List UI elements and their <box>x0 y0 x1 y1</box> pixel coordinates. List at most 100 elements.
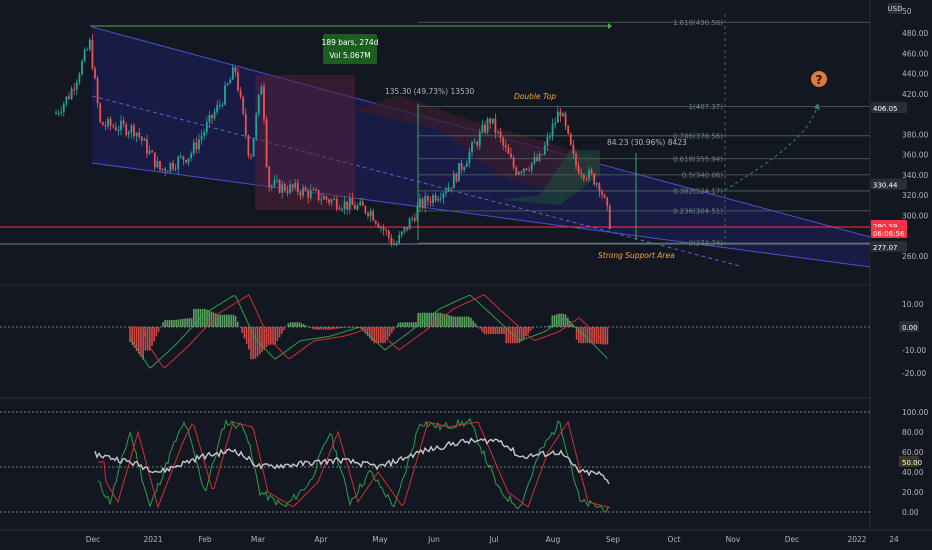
candle-body <box>278 180 281 193</box>
macd-histogram-bar <box>371 327 373 341</box>
candle-body <box>460 163 463 170</box>
macd-histogram-bar <box>329 327 331 330</box>
macd-histogram-bar <box>184 318 186 327</box>
macd-histogram-bar <box>204 308 206 327</box>
macd-tick-label-3: -20.00 <box>902 369 926 378</box>
macd-histogram-bar <box>206 309 208 327</box>
candle-body <box>247 135 250 156</box>
macd-histogram-bar <box>336 327 338 329</box>
macd-histogram-bar <box>406 322 408 327</box>
candle-body <box>416 206 419 221</box>
channel-lower-line[interactable] <box>91 162 871 268</box>
candle-body <box>122 120 125 125</box>
candle-body <box>302 187 304 196</box>
rsi-pane[interactable] <box>0 411 870 513</box>
candle-body <box>198 139 200 150</box>
price-candles <box>55 34 611 247</box>
price-badge-4: 277.07 <box>873 244 898 252</box>
macd-histogram-bar <box>516 327 518 344</box>
macd-histogram-bar <box>439 312 441 327</box>
question-mark-icon[interactable] <box>811 71 827 87</box>
candle-body <box>393 244 395 246</box>
bars-info-box[interactable] <box>323 34 377 64</box>
fib-level-label-0.618: 0.618(355.94) <box>673 155 723 163</box>
candle-body <box>179 156 182 158</box>
double-top-label: Double Top <box>514 92 556 101</box>
candle-body <box>359 201 362 206</box>
macd-histogram-bar <box>261 327 263 352</box>
candle-body <box>372 210 375 221</box>
candle-body <box>530 162 533 170</box>
macd-histogram-bar <box>342 327 345 328</box>
macd-histogram-bar <box>518 327 521 344</box>
macd-pane[interactable] <box>0 294 870 369</box>
macd-histogram-bar <box>362 327 364 332</box>
fib-retracement[interactable]: 1.618(490.58) 1(407.37) 0.786(378.56) 0.618… <box>418 14 870 248</box>
price-badge-0: 406.05 <box>873 105 898 113</box>
candle-body <box>452 173 455 189</box>
macd-histogram-bar <box>157 327 160 332</box>
stoch-k-line <box>97 417 611 513</box>
candle-body <box>107 118 109 127</box>
macd-histogram-bar <box>208 310 210 327</box>
fib-level-label-1: 1(407.37) <box>689 103 724 111</box>
macd-histogram-bar <box>263 327 265 350</box>
candle-body <box>265 119 268 167</box>
macd-histogram-bar <box>296 322 298 327</box>
candle-body <box>434 195 437 201</box>
candle-body <box>419 198 421 207</box>
time-tick-label-11: Nov <box>726 535 741 544</box>
price-badge-bg-3 <box>871 227 907 238</box>
macd-axis[interactable]: 10.00 -10.00 -20.00 0.00 <box>899 300 926 378</box>
macd-histogram-bar <box>402 322 404 327</box>
candle-body <box>429 201 432 203</box>
macd-histogram-bar <box>294 322 296 327</box>
rsi-tick-label-1: 80.00 <box>902 428 924 437</box>
candle-body <box>351 198 354 205</box>
macd-histogram-bar <box>287 323 290 327</box>
candle-body <box>62 103 65 112</box>
macd-histogram-bar <box>571 324 573 327</box>
candle-body <box>598 183 601 192</box>
macd-histogram-bar <box>276 327 279 341</box>
candle-body <box>567 125 570 134</box>
price-axis[interactable]: USD 50 480.00 460.00 440.00 420.00 380.00 360… <box>871 3 928 261</box>
macd-histogram-bar <box>355 327 358 328</box>
candle-body <box>260 86 263 95</box>
macd-histogram-bar <box>428 312 430 327</box>
macd-histogram-bar <box>149 327 151 351</box>
candle-body <box>478 132 481 146</box>
macd-histogram-bar <box>193 308 195 327</box>
macd-histogram-bar <box>327 327 329 330</box>
macd-histogram-bar <box>347 327 349 328</box>
candle-body <box>283 184 286 191</box>
candle-body <box>413 218 416 221</box>
macd-histogram-bar <box>155 327 158 337</box>
macd-histogram-bar <box>153 327 155 342</box>
macd-histogram-bar <box>215 313 217 327</box>
macd-histogram <box>129 308 609 360</box>
fib-level-label-0.382: 0.382(324.17) <box>673 187 723 195</box>
macd-histogram-bar <box>426 312 428 327</box>
candle-body <box>588 169 590 179</box>
macd-histogram-bar <box>437 312 439 327</box>
macd-histogram-bar <box>507 327 510 344</box>
macd-histogram-bar <box>430 312 433 327</box>
candle-body <box>281 184 284 193</box>
macd-histogram-bar <box>505 327 507 344</box>
macd-histogram-bar <box>465 316 468 327</box>
price-pane[interactable]: 1.618(490.58) 1(407.37) 0.786(378.56) 0.618… <box>0 14 871 268</box>
macd-badge-label: 0.00 <box>902 324 918 332</box>
rsi-axis[interactable]: 100.00 80.00 60.00 40.00 20.00 0.00 50.00 <box>899 408 928 517</box>
macd-histogram-bar <box>164 320 166 327</box>
time-axis[interactable]: Dec 2021 Feb Mar Apr May Jun Jul Aug Sep Oct Nov Dec… <box>86 535 899 544</box>
candle-body <box>517 171 520 175</box>
macd-histogram-bar <box>525 327 527 337</box>
candle-body <box>130 125 133 133</box>
time-tick-label-0: Dec <box>86 535 101 544</box>
candle-body <box>164 168 167 172</box>
candle-body <box>148 150 151 154</box>
candle-body <box>213 112 216 119</box>
candle-body <box>523 168 525 172</box>
